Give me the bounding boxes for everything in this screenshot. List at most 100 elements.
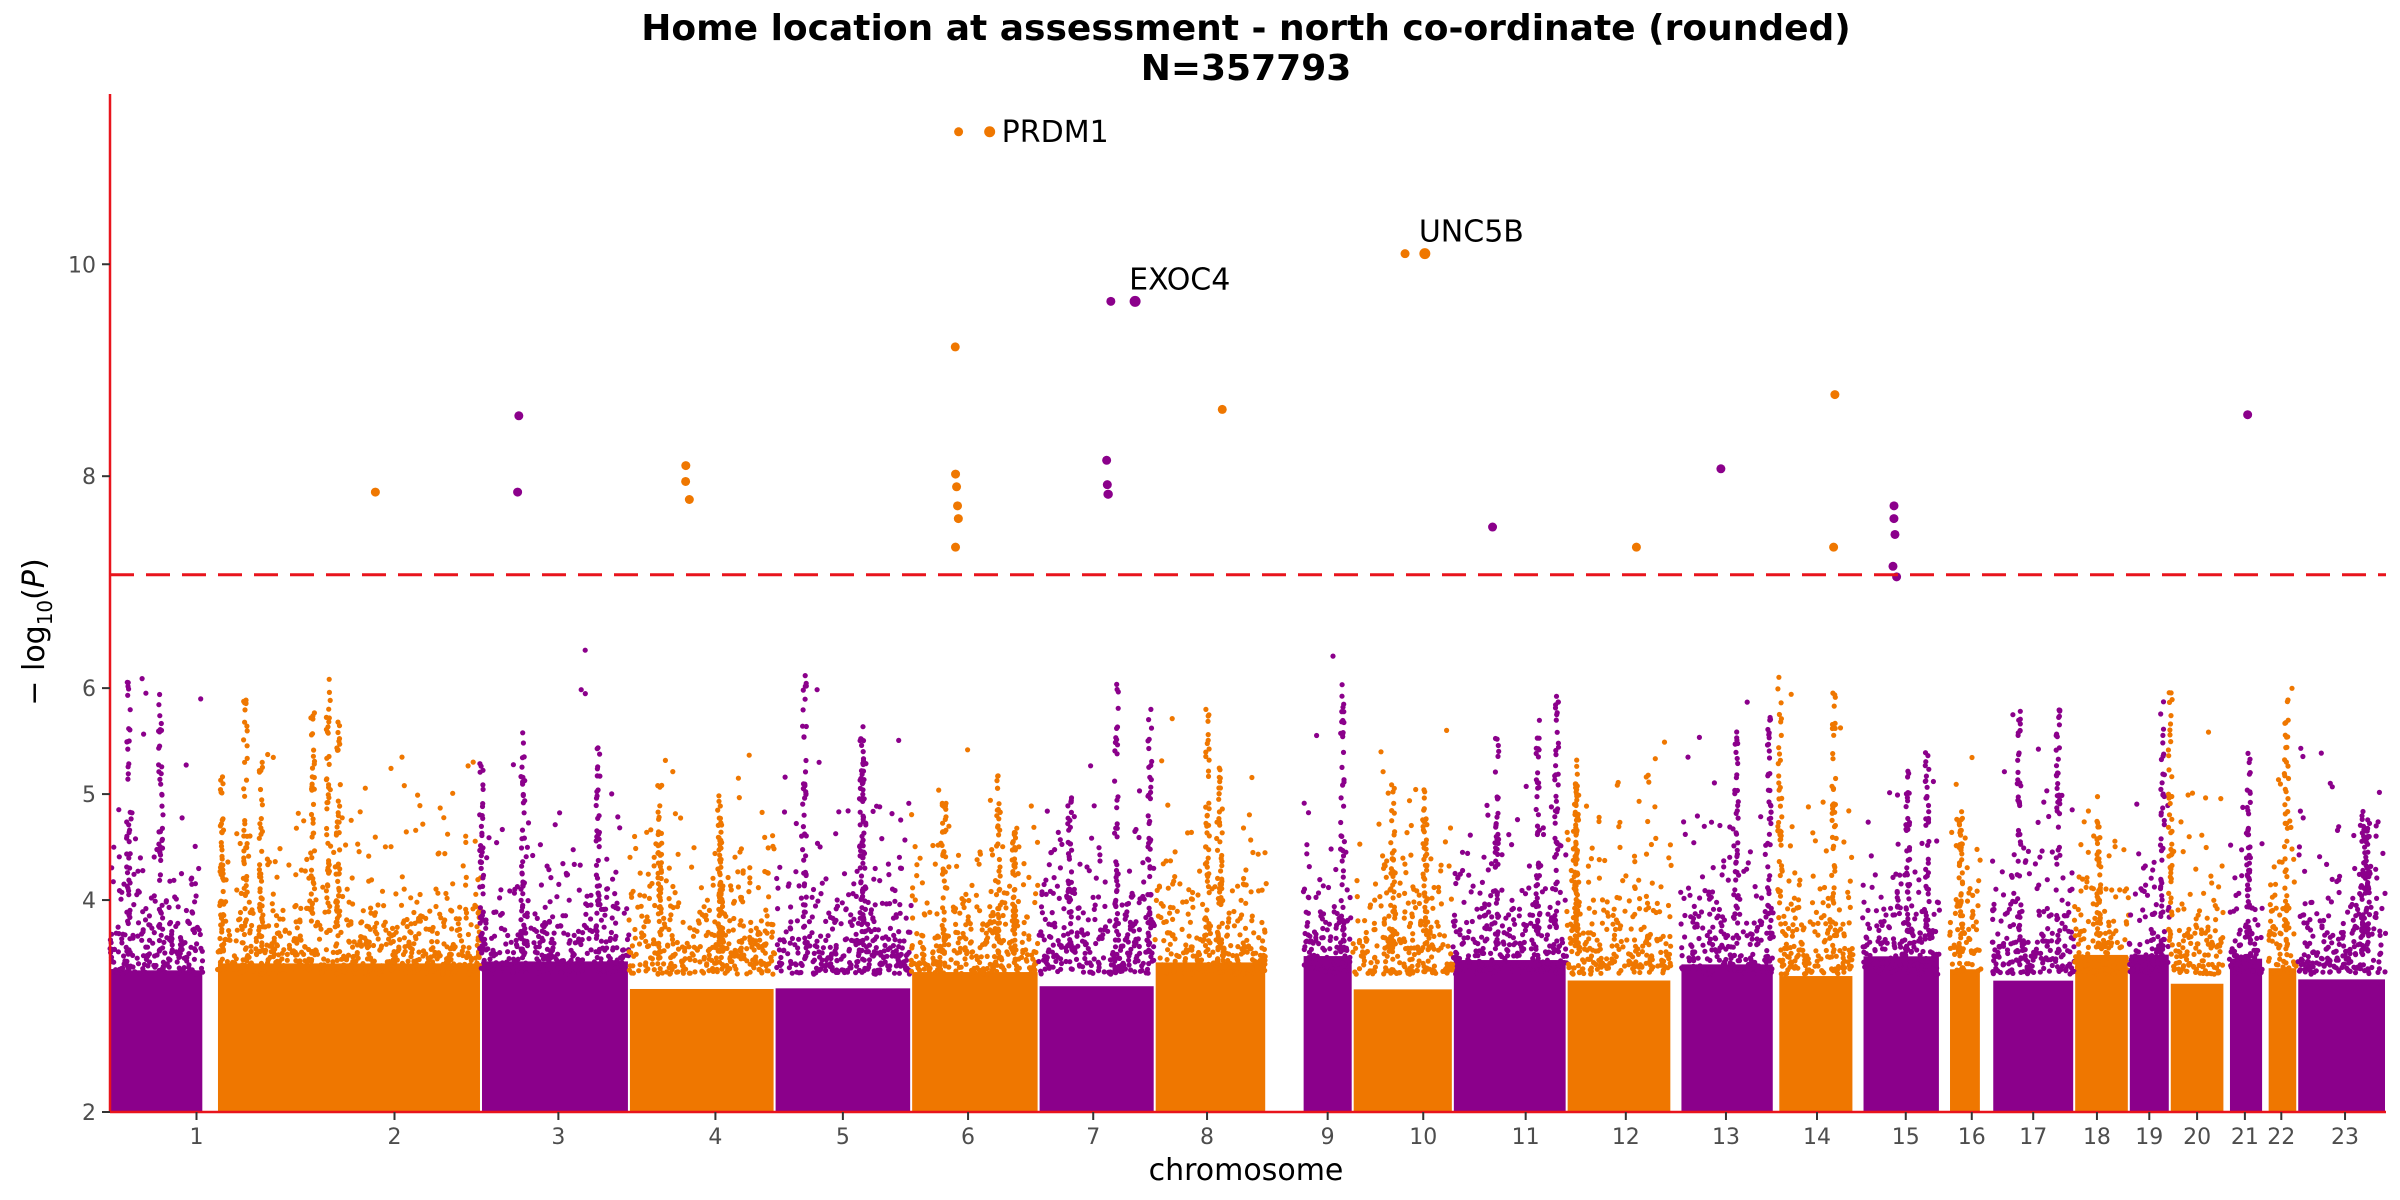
data-point bbox=[1234, 953, 1240, 959]
data-point bbox=[1148, 777, 1154, 783]
data-point bbox=[1519, 887, 1525, 894]
data-point bbox=[658, 851, 665, 857]
data-point bbox=[717, 882, 723, 888]
data-point bbox=[1188, 829, 1194, 836]
data-point bbox=[1553, 693, 1560, 699]
data-point bbox=[1006, 963, 1012, 969]
data-point bbox=[718, 954, 724, 961]
data-point bbox=[1423, 846, 1429, 852]
data-point bbox=[1066, 856, 1072, 862]
data-point bbox=[1068, 944, 1074, 950]
data-point bbox=[839, 900, 845, 906]
data-point bbox=[156, 937, 162, 944]
data-point bbox=[1021, 931, 1027, 937]
data-point bbox=[257, 889, 263, 895]
data-point bbox=[1494, 964, 1500, 970]
data-point bbox=[910, 915, 916, 921]
data-point bbox=[160, 915, 166, 921]
data-point bbox=[1559, 940, 1566, 946]
data-point bbox=[1066, 827, 1072, 833]
data-point bbox=[600, 968, 607, 974]
data-point bbox=[1574, 771, 1580, 777]
data-point bbox=[1097, 852, 1103, 858]
data-point bbox=[1634, 963, 1640, 969]
data-point bbox=[1226, 910, 1232, 916]
data-point bbox=[1540, 959, 1546, 965]
data-point bbox=[1249, 918, 1255, 924]
data-point bbox=[400, 951, 407, 958]
data-point bbox=[936, 787, 942, 793]
data-point bbox=[713, 955, 720, 961]
data-point bbox=[128, 816, 134, 822]
data-point bbox=[1652, 804, 1658, 810]
data-point bbox=[119, 940, 125, 946]
data-point bbox=[1456, 968, 1463, 974]
data-point bbox=[279, 956, 285, 962]
data-point bbox=[1080, 910, 1086, 916]
data-point bbox=[1390, 956, 1396, 962]
data-point bbox=[134, 955, 140, 961]
data-point bbox=[179, 815, 185, 821]
data-point bbox=[1465, 850, 1471, 857]
data-point bbox=[880, 935, 886, 941]
data-point bbox=[311, 830, 317, 836]
data-point bbox=[1574, 848, 1580, 854]
data-point bbox=[354, 942, 360, 948]
data-point bbox=[411, 969, 417, 975]
data-point bbox=[316, 936, 323, 942]
data-point bbox=[669, 936, 676, 943]
data-point bbox=[1255, 851, 1261, 857]
data-point bbox=[778, 968, 784, 974]
data-point bbox=[1333, 925, 1339, 931]
data-point bbox=[1139, 967, 1145, 974]
data-point bbox=[1319, 935, 1325, 941]
data-point bbox=[442, 917, 448, 923]
data-point bbox=[1305, 810, 1312, 816]
data-point bbox=[937, 959, 943, 965]
data-point bbox=[799, 962, 805, 969]
data-point bbox=[963, 961, 969, 967]
data-point bbox=[633, 845, 639, 852]
data-point bbox=[792, 942, 798, 948]
data-point bbox=[1249, 957, 1256, 963]
data-point bbox=[1044, 954, 1050, 961]
data-point bbox=[406, 939, 412, 945]
data-point bbox=[689, 864, 695, 870]
data-point bbox=[116, 854, 122, 860]
data-point bbox=[527, 962, 533, 968]
data-point bbox=[825, 955, 831, 961]
data-point bbox=[953, 921, 959, 928]
data-point bbox=[897, 938, 903, 944]
data-point bbox=[1311, 952, 1317, 958]
data-point bbox=[1085, 946, 1091, 952]
data-point bbox=[1190, 889, 1196, 896]
data-point bbox=[909, 893, 915, 899]
data-point bbox=[1235, 944, 1241, 950]
data-point bbox=[853, 942, 859, 948]
data-point bbox=[234, 887, 240, 893]
chromosome-band-22 bbox=[2268, 968, 2297, 1112]
data-point bbox=[1172, 874, 1178, 880]
data-point bbox=[1074, 930, 1080, 936]
data-point bbox=[189, 881, 195, 887]
data-point bbox=[1305, 894, 1311, 900]
data-point bbox=[682, 956, 688, 962]
data-point bbox=[1445, 943, 1451, 949]
data-point bbox=[241, 885, 247, 891]
data-point bbox=[597, 751, 603, 757]
data-point bbox=[818, 933, 824, 939]
data-point bbox=[274, 930, 280, 937]
data-point bbox=[1091, 956, 1097, 962]
data-point bbox=[1753, 893, 1759, 899]
data-point bbox=[1646, 779, 1652, 785]
data-point bbox=[931, 958, 937, 964]
data-point bbox=[163, 899, 169, 905]
data-point bbox=[1384, 953, 1390, 959]
data-point bbox=[1218, 944, 1224, 951]
data-point bbox=[242, 891, 248, 897]
data-point bbox=[1250, 950, 1256, 957]
data-point bbox=[564, 872, 571, 878]
data-point bbox=[966, 897, 972, 904]
data-point bbox=[192, 947, 199, 954]
data-point bbox=[686, 955, 693, 961]
